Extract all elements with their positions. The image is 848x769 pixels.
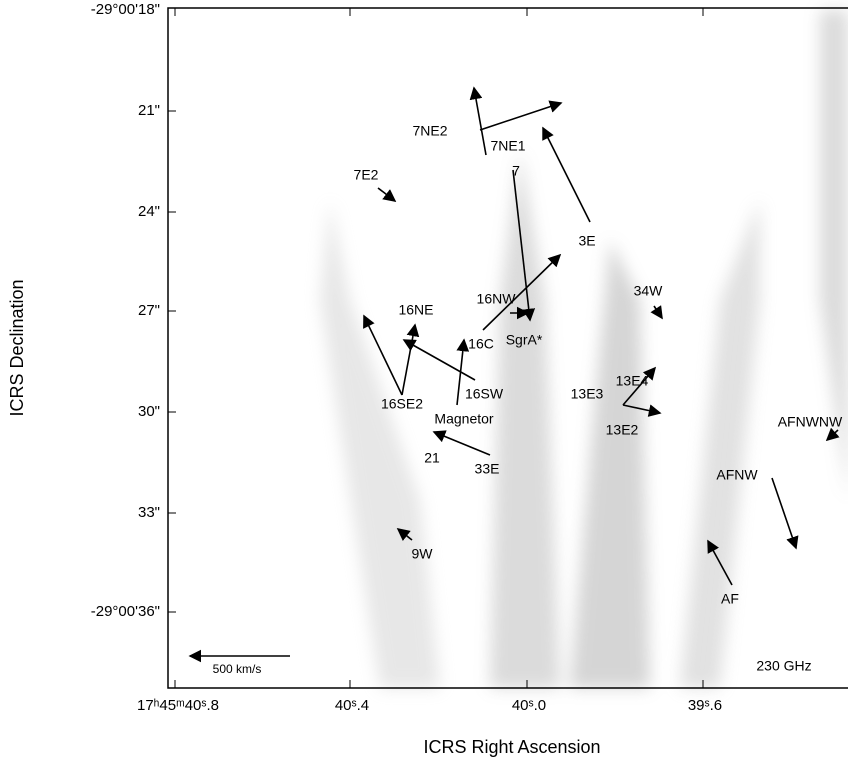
source-label: Magnetor <box>434 411 493 427</box>
source-label: AFNW <box>716 467 758 483</box>
source-label: 33E <box>475 461 500 477</box>
source-label: 16SW <box>465 386 504 402</box>
sky-image <box>320 10 848 688</box>
y-tick-label: -29°00'36" <box>91 603 160 620</box>
y-tick-label: 21" <box>138 102 160 119</box>
y-tick-label: -29°00'18" <box>91 1 160 18</box>
source-label: 13E4 <box>616 373 649 389</box>
source-label: 13E3 <box>571 386 604 402</box>
source-label: 16SE2 <box>381 396 423 412</box>
source-label: 16NE <box>398 302 433 318</box>
source-label: 7 <box>512 163 520 179</box>
source-label: 9W <box>412 546 434 562</box>
source-label: 7NE2 <box>412 123 447 139</box>
x-tick-label: 40ˢ.4 <box>335 697 369 714</box>
x-tick-label: 39ˢ.6 <box>688 697 722 714</box>
plot-frame <box>167 7 848 689</box>
motion-arrows <box>188 86 840 663</box>
source-label: 3E <box>578 233 595 249</box>
y-tick-label: 30" <box>138 403 160 420</box>
source-label: 7E2 <box>354 167 379 183</box>
source-label: AF <box>721 591 739 607</box>
y-tick-label: 24" <box>138 203 160 220</box>
x-tick-label: 40ˢ.0 <box>512 697 546 714</box>
x-tick-label: 17ʰ45ᵐ40ˢ.8 <box>137 697 219 714</box>
y-axis-label: ICRS Declination <box>7 279 27 416</box>
source-label: 21 <box>424 450 440 466</box>
frequency-label: 230 GHz <box>756 658 811 674</box>
ticks <box>168 8 704 688</box>
x-axis-label: ICRS Right Ascension <box>423 737 600 757</box>
source-label: SgrA* <box>506 332 543 348</box>
source-label: 34W <box>634 283 664 299</box>
source-label: AFNWNW <box>778 414 843 430</box>
source-label: 13E2 <box>606 422 639 438</box>
y-tick-label: 27" <box>138 302 160 319</box>
source-label: 16NW <box>477 291 517 307</box>
y-tick-label: 33" <box>138 504 160 521</box>
source-label: 16C <box>468 336 494 352</box>
source-label: 7NE1 <box>490 138 525 154</box>
scale-bar-label: 500 km/s <box>213 662 262 676</box>
